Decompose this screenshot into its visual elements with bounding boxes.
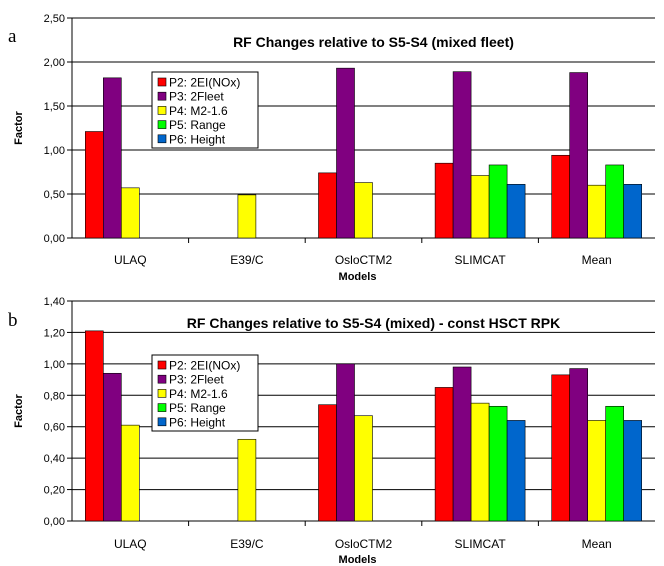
bar-ulaq-s3 [103,372,122,522]
bar-osloctm2-s4 [354,415,373,522]
y-tick-label: 0,80 [44,390,65,402]
legend-swatch [157,374,167,384]
legend-swatch [157,134,167,144]
bar-mean-s4 [587,420,607,522]
bar-mean-s6 [623,184,643,239]
x-category-label: ULAQ [114,253,147,267]
legend-swatch [157,91,167,101]
legend-entry: P2: 2EI(NOx) [169,76,240,90]
x-category-label: E39/C [230,253,264,267]
bar-slimcat-s4 [470,175,490,239]
x-axis-label: Models [339,554,377,566]
legend-entry: P4: M2-1.6 [169,104,228,118]
bar-mean-s4 [587,184,607,239]
bar-mean-s2 [551,374,571,522]
bar-slimcat-s2 [434,387,454,522]
chart-panel-b: 0,00 0,20 0,40 0,60 0,80 1,00 1,20 1,40 ULAQ E39/… [8,296,655,566]
bar-mean-s6 [623,420,643,522]
legend-swatch [157,403,167,412]
y-tick-label: 1,50 [44,101,65,113]
legend-swatch [157,106,167,115]
legend-swatch [157,120,167,129]
x-category-label: E39/C [230,537,264,551]
bar-e39c-s4 [237,438,257,522]
bar-slimcat-s6 [506,184,526,239]
x-category-label: Mean [582,537,612,551]
bar-e39c-s4 [237,194,257,239]
y-tick-label: 1,00 [44,359,65,371]
bar-slimcat-s3 [452,366,472,522]
chart-title: RF Changes relative to S5-S4 (mixed) - c… [187,315,560,331]
legend-swatch [157,389,167,398]
bar-ulaq-s3 [103,77,122,239]
legend-entry: P5: Range [169,118,226,132]
bar-osloctm2-s3 [336,67,355,239]
legend-entry: P4: M2-1.6 [169,387,228,401]
y-axis-label: Factor [13,393,25,427]
y-tick-label: 1,00 [44,145,65,157]
bar-osloctm2-s2 [318,172,337,239]
bar-osloctm2-s2 [318,404,337,522]
legend-box [151,354,259,432]
bar-ulaq-s2 [85,330,104,522]
bar-ulaq-s4 [121,187,140,239]
y-tick-label: 1,40 [44,296,65,308]
legend-entry: P6: Height [169,415,226,429]
legend-entry: P2: 2EI(NOx) [169,359,240,373]
x-axis-label: Models [339,271,377,283]
y-tick-label: 0,50 [44,189,65,201]
legend-swatch [157,360,167,370]
bar-slimcat-s5 [488,405,508,522]
legend-entry: P3: 2Fleet [169,373,224,387]
bar-slimcat-s2 [434,162,454,239]
x-category-label: SLIMCAT [455,537,507,551]
bar-slimcat-s5 [488,164,508,239]
y-tick-label: 2,00 [44,57,65,69]
bar-osloctm2-s4 [354,182,373,239]
y-tick-label: 0,20 [44,485,65,497]
legend-entry: P5: Range [169,401,226,415]
x-category-label: OsloCTM2 [335,537,393,551]
x-category-label: ULAQ [114,537,147,551]
y-tick-label: 0,00 [44,516,65,528]
y-tick-label: 2,50 [44,13,65,25]
bar-ulaq-s4 [121,424,140,522]
y-axis-label: Factor [13,110,25,144]
y-tick-label: 0,00 [44,233,65,245]
bar-slimcat-s4 [470,402,490,522]
chart-title: RF Changes relative to S5-S4 (mixed flee… [233,34,514,50]
x-category-label: OsloCTM2 [335,253,393,267]
legend-swatch [157,77,167,87]
bar-osloctm2-s3 [336,363,355,522]
legend-box [151,71,259,149]
legend-entry: P6: Height [169,132,226,146]
bar-slimcat-s6 [506,420,526,522]
panel-label: b [8,310,18,331]
y-tick-label: 1,20 [44,327,65,339]
legend-entry: P3: 2Fleet [169,90,224,104]
bar-mean-s5 [605,405,625,522]
chart-panel-a: 0,00 0,50 1,00 1,50 2,00 2,50 ULAQ E39/C OsloCTM… [8,13,655,283]
x-category-label: SLIMCAT [455,253,507,267]
bar-mean-s5 [605,164,625,239]
bar-slimcat-s3 [452,71,472,239]
legend-swatch [157,417,167,427]
bar-mean-s2 [551,154,571,239]
bar-mean-s3 [569,368,589,522]
x-category-label: Mean [582,253,612,267]
y-tick-label: 0,60 [44,422,65,434]
y-tick-label: 0,40 [44,453,65,465]
panel-label: a [8,26,17,47]
bar-mean-s3 [569,72,589,239]
bar-ulaq-s2 [85,131,104,239]
